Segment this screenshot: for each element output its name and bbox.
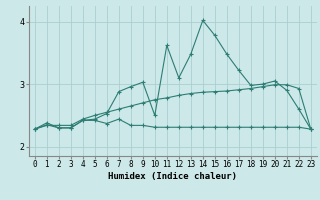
X-axis label: Humidex (Indice chaleur): Humidex (Indice chaleur) — [108, 172, 237, 181]
